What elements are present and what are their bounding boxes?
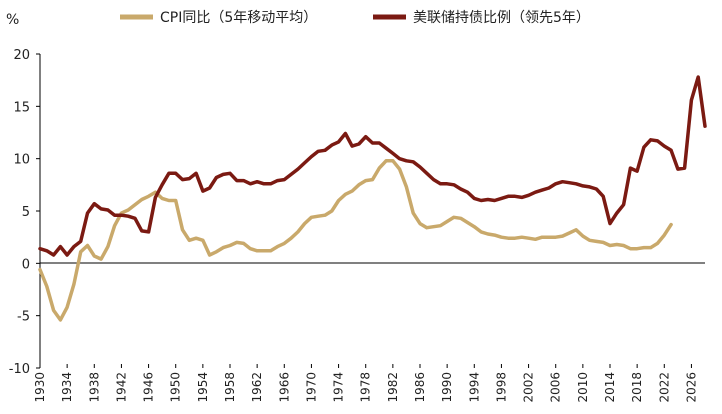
x-axis-ticks: 1930 1934 1938 1942 1946 1950 1954 1958 1962 1966… (33, 364, 698, 403)
x-tick-label: 1946 (142, 372, 156, 403)
x-tick-label: 1990 (440, 372, 454, 403)
legend: CPI同比（5年移动平均） 美联储持债比例（领先5年） (120, 10, 590, 26)
y-tick-label: 15 (13, 100, 30, 115)
x-tick-label: 1986 (413, 372, 427, 403)
x-tick-label: 2010 (576, 372, 590, 403)
x-tick-label: 1958 (223, 372, 237, 403)
y-axis-ticks: -10 -5 0 5 10 15 20 (9, 48, 40, 377)
x-tick-label: 1934 (60, 372, 74, 403)
series-line-fed-holdings (38, 75, 707, 257)
x-tick-label: 1938 (87, 372, 101, 403)
y-axis-unit-label: % (6, 12, 19, 28)
y-tick-label: 10 (13, 153, 30, 168)
series-lines (38, 75, 707, 322)
y-tick-label: -10 (9, 362, 30, 377)
y-tick-label: 5 (22, 205, 30, 220)
series-line-cpi (38, 159, 673, 322)
legend-label-cpi: CPI同比（5年移动平均） (160, 10, 317, 26)
x-tick-label: 1982 (386, 372, 400, 403)
x-tick-label: 1962 (250, 372, 264, 403)
x-tick-label: 2022 (657, 372, 671, 403)
x-tick-label: 1970 (304, 372, 318, 403)
y-tick-label: 0 (22, 257, 30, 272)
x-tick-label: 1998 (494, 372, 508, 403)
x-tick-label: 1954 (196, 372, 210, 403)
x-tick-label: 2018 (630, 372, 644, 403)
x-tick-label: 1930 (33, 372, 47, 403)
legend-label-fed: 美联储持债比例（领先5年） (413, 10, 590, 26)
x-tick-label: 2002 (522, 372, 536, 403)
x-tick-label: 2026 (684, 372, 698, 403)
y-tick-label: -5 (17, 310, 30, 325)
x-tick-label: 2014 (603, 372, 617, 403)
x-tick-label: 2006 (549, 372, 563, 403)
x-tick-label: 1942 (114, 372, 128, 403)
y-tick-label: 20 (13, 48, 30, 63)
x-tick-label: 1994 (467, 372, 481, 403)
x-tick-label: 1978 (359, 372, 373, 403)
x-tick-label: 1974 (332, 372, 346, 403)
x-tick-label: 1966 (277, 372, 291, 403)
x-tick-label: 1950 (169, 372, 183, 403)
